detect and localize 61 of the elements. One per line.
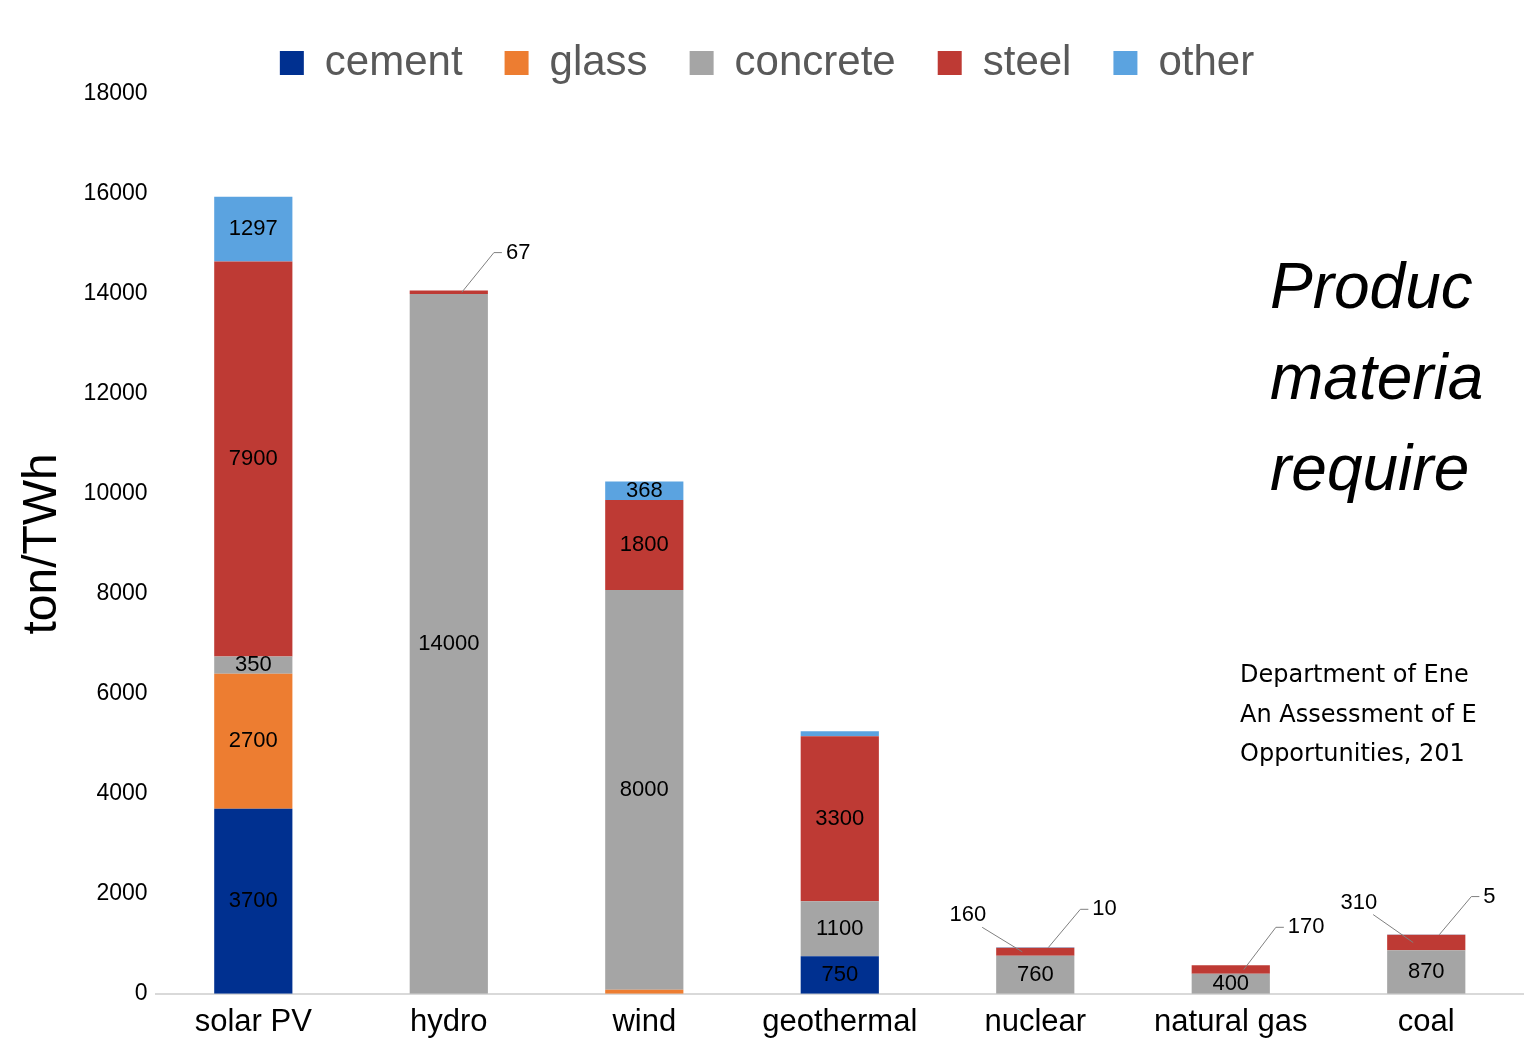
y-tick-label: 10000 [83, 479, 148, 506]
bar [214, 673, 293, 809]
data-label: 870 [1407, 958, 1445, 984]
bar [1387, 934, 1466, 951]
x-tick-label: solar PV [194, 1002, 313, 1038]
data-label: 368 [625, 476, 663, 502]
x-tick-label: nuclear [984, 1002, 1087, 1038]
data-label: 160 [949, 901, 987, 927]
bar [214, 196, 293, 262]
bar [996, 947, 1075, 956]
y-tick-label: 6000 [96, 679, 148, 706]
bar [800, 736, 879, 902]
annotation: Produc materia require [1270, 250, 1484, 504]
data-label: 350 [234, 651, 272, 677]
data-label: 1297 [228, 215, 278, 241]
y-tick-label: 0 [134, 979, 148, 1006]
y-tick-label: 12000 [83, 379, 148, 406]
y-tick-label: 14000 [83, 279, 148, 306]
data-label: 14000 [418, 629, 480, 655]
data-label: 2700 [228, 727, 278, 753]
bar [409, 293, 488, 994]
x-tick-label: natural gas [1154, 1002, 1308, 1038]
legend-label: glass [549, 36, 648, 84]
legend-label: other [1158, 36, 1255, 84]
x-tick-label: hydro [410, 1002, 488, 1038]
data-label: 170 [1287, 913, 1325, 939]
data-label: 8000 [619, 775, 669, 801]
data-label: 760 [1016, 960, 1054, 986]
data-label: 67 [505, 238, 531, 264]
y-tick-label: 18000 [83, 79, 148, 106]
data-label: 3300 [815, 804, 865, 830]
legend-label: steel [982, 36, 1072, 84]
data-label: 400 [1212, 969, 1250, 995]
y-tick-label: 16000 [83, 179, 148, 206]
bar [214, 808, 293, 994]
data-label: 310 [1340, 888, 1378, 914]
annotation: Department of Ene An Assessment of E Opportunities, 201 [1240, 660, 1477, 768]
data-label: 750 [821, 961, 859, 987]
bar [1387, 950, 1466, 994]
legend-label: cement [324, 36, 463, 84]
y-tick-label: 2000 [96, 879, 148, 906]
y-tick-label: 8000 [96, 579, 148, 606]
bar [214, 261, 293, 657]
bar [605, 589, 684, 990]
x-tick-label: geothermal [762, 1002, 918, 1038]
data-label: 1800 [619, 530, 669, 556]
data-label: 1100 [816, 914, 864, 940]
data-label: 7900 [228, 444, 278, 470]
x-tick-label: wind [611, 1002, 677, 1038]
data-label: 5 [1483, 882, 1496, 908]
y-axis-title: ton/TWh [13, 453, 67, 635]
legend-label: concrete [734, 36, 896, 84]
x-tick-label: coal [1397, 1002, 1455, 1038]
bar [605, 499, 684, 590]
data-label: 10 [1092, 895, 1117, 921]
y-tick-label: 4000 [96, 779, 148, 806]
bar [1191, 965, 1270, 974]
bar [800, 901, 879, 957]
data-label: 3700 [228, 887, 278, 913]
bar [800, 731, 879, 737]
bar [800, 956, 879, 994]
